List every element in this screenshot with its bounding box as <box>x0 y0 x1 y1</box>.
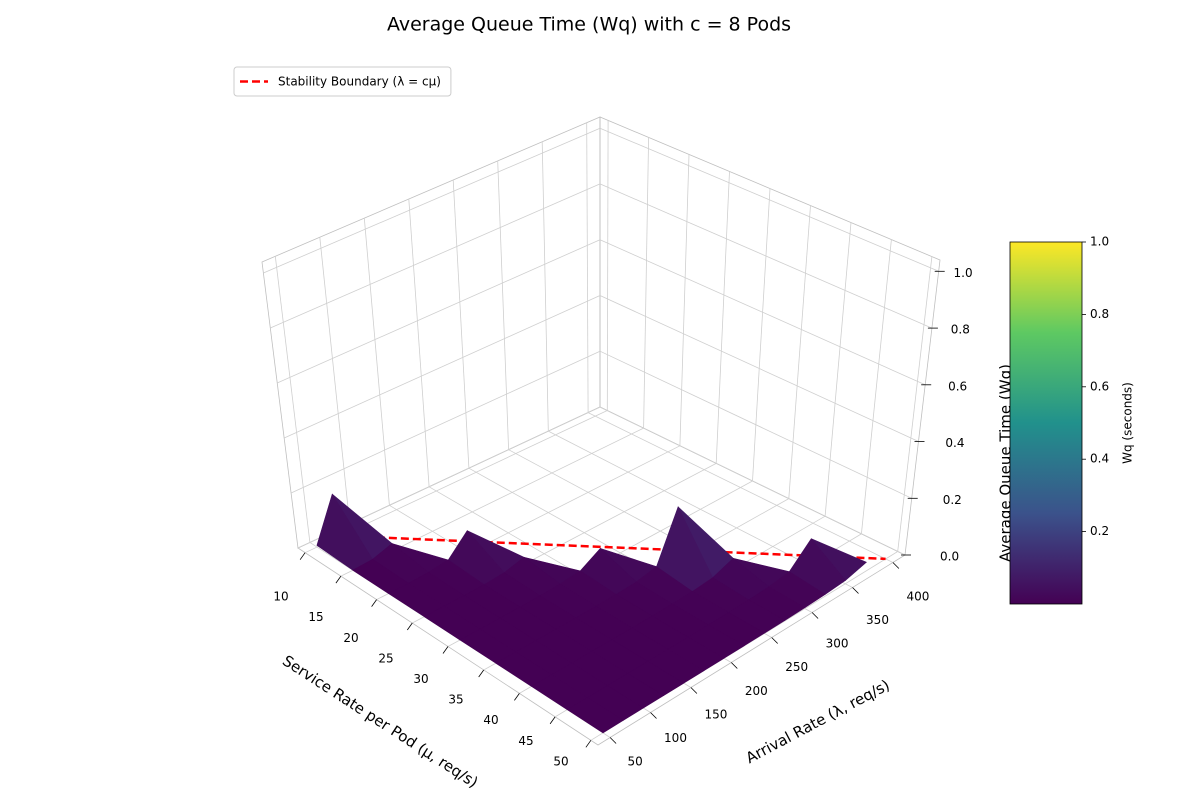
colorbar-tick-label: 0.8 <box>1090 307 1109 321</box>
y-tick-label: 50 <box>627 754 642 768</box>
y-tick-label: 200 <box>745 684 768 698</box>
x-tick-label: 15 <box>308 610 323 624</box>
x-tick-mark <box>478 669 485 678</box>
y-tick-label: 250 <box>785 660 808 674</box>
y-tick-label: 400 <box>906 590 929 604</box>
stability-boundary <box>340 534 886 561</box>
grid-line <box>599 295 919 442</box>
x-tick-label: 30 <box>413 672 428 686</box>
x-tick-mark <box>585 740 592 748</box>
grid-line <box>274 256 311 543</box>
ticks: 10 15 20 25 30 35 40 45 50 50 100 150 200 250 300 350 40… <box>273 266 972 769</box>
colorbar-tick-label: 0.6 <box>1090 379 1109 393</box>
y-tick-mark <box>892 562 900 569</box>
x-tick-label: 25 <box>378 651 393 665</box>
grid-line <box>606 120 609 411</box>
x-tick-label: 20 <box>343 631 358 645</box>
boundary-layer <box>340 534 886 561</box>
x-tick-label: 45 <box>518 734 533 748</box>
grid-line <box>788 205 811 499</box>
colorbar-label: Wq (seconds) <box>1121 382 1135 464</box>
grid-line <box>277 239 601 384</box>
grid-line <box>643 137 649 429</box>
grid-line <box>824 222 852 517</box>
grid-line <box>363 218 390 506</box>
grid-line <box>587 412 894 563</box>
y-tick-mark <box>650 712 657 719</box>
z-tick-label: 0.4 <box>945 436 964 450</box>
grid-line <box>599 183 933 329</box>
grid-line <box>263 127 601 274</box>
legend-box <box>233 66 452 97</box>
legend: Stability Boundary (λ = cμ) <box>233 66 452 97</box>
x-tick-mark <box>299 552 306 560</box>
grid-line <box>284 295 601 439</box>
z-tick-label: 0.6 <box>948 379 967 393</box>
y-tick-mark <box>771 637 778 644</box>
x-tick-mark <box>442 646 449 654</box>
x-tick-label: 40 <box>483 713 498 727</box>
x-tick-label: 10 <box>273 590 288 604</box>
colorbar-tick-label: 0.2 <box>1090 524 1109 538</box>
y-tick-mark <box>811 612 819 619</box>
y-tick-label: 300 <box>826 637 849 651</box>
grid-line <box>270 183 601 329</box>
z-tick-label: 0.0 <box>940 550 959 564</box>
grid-line <box>541 141 549 432</box>
grid-line <box>586 122 589 413</box>
grid-line <box>319 237 351 524</box>
x-tick-label: 35 <box>448 693 463 707</box>
grid-line <box>599 127 939 272</box>
surface-patch <box>566 697 624 734</box>
z-tick-label: 0.2 <box>943 493 962 507</box>
colorbar: Wq (seconds) 0.2 0.4 0.6 0.8 1.0 <box>1009 235 1135 605</box>
y-tick-label: 150 <box>704 707 727 721</box>
grid-line <box>290 350 601 494</box>
grid-line <box>679 154 690 446</box>
grid-line <box>599 350 912 499</box>
grid-line <box>715 171 730 464</box>
grid-line <box>897 256 933 552</box>
z-tick-label: 1.0 <box>954 266 973 280</box>
z-tick-label: 0.8 <box>951 323 970 337</box>
grid-line <box>408 198 430 487</box>
x-axis-label: Service Rate per Pod (μ, req/s) <box>279 652 481 792</box>
y-tick-mark <box>609 737 617 744</box>
grid-line <box>497 160 509 450</box>
grid-line <box>452 179 470 469</box>
y-tick-mark <box>690 687 698 694</box>
grid-line <box>599 406 906 556</box>
colorbar-body <box>1009 241 1083 605</box>
colorbar-tick-label: 1.0 <box>1090 235 1109 249</box>
x-tick-mark <box>406 622 413 631</box>
grid-line <box>752 188 771 482</box>
y-tick-label: 100 <box>664 731 687 745</box>
x-tick-mark <box>371 599 377 607</box>
y-tick-label: 350 <box>866 613 889 627</box>
chart-title: Average Queue Time (Wq) with c = 8 Pods <box>387 14 791 36</box>
x-tick-mark <box>514 693 520 701</box>
x-tick-mark <box>549 716 556 725</box>
grid-line <box>599 239 926 386</box>
colorbar-tick-label: 0.4 <box>1090 452 1109 466</box>
grid-line <box>861 239 892 534</box>
y-tick-mark <box>852 587 859 594</box>
x-tick-label: 50 <box>553 754 568 768</box>
legend-label: Stability Boundary (λ = cμ) <box>278 75 441 89</box>
x-tick-mark <box>335 575 342 584</box>
y-tick-mark <box>731 662 738 669</box>
surface <box>316 493 867 734</box>
